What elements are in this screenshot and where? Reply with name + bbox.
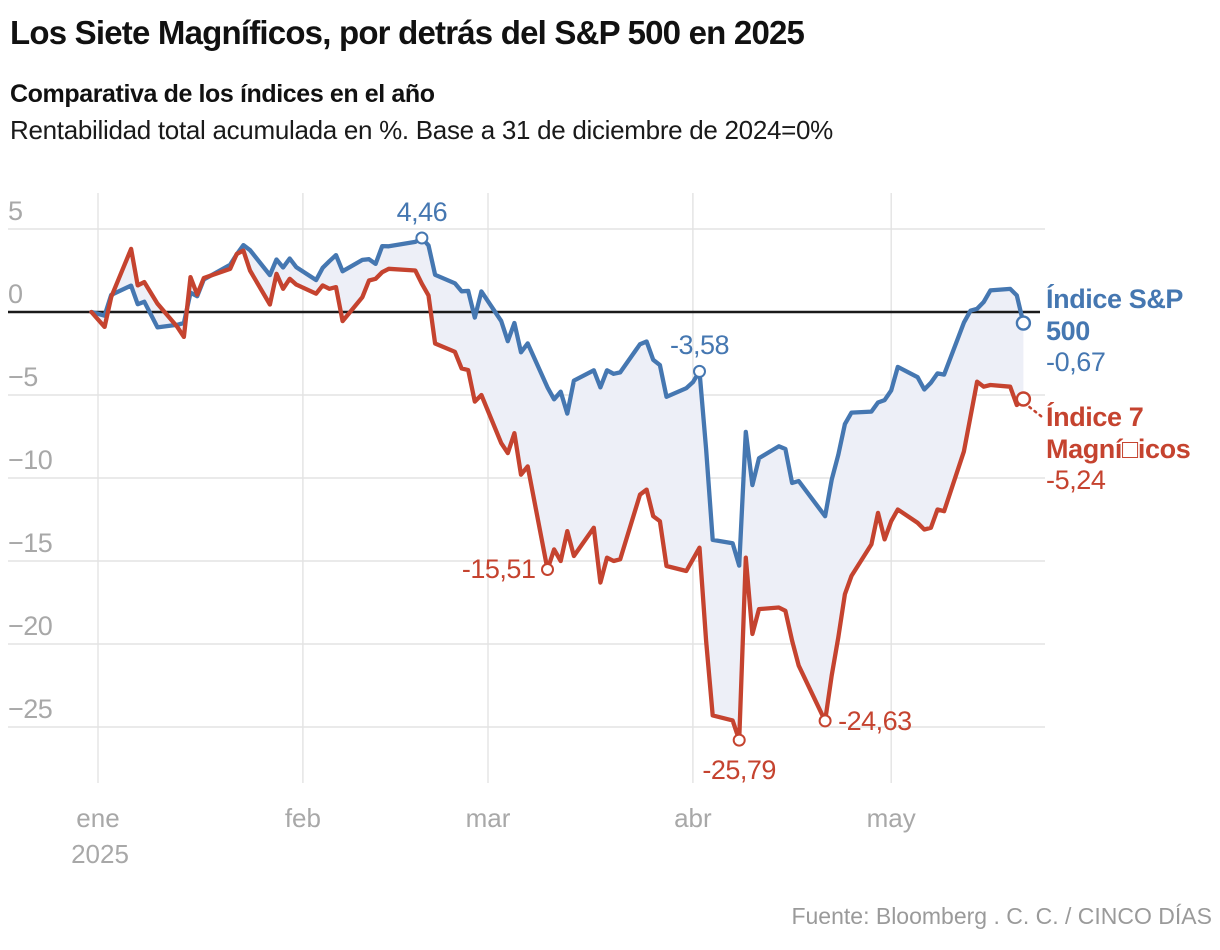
annotation-label: -25,79 xyxy=(702,755,776,786)
annotation-label: -24,63 xyxy=(838,705,912,736)
legend-mag7: Índice 7 Magní□icos -5,24 xyxy=(1046,402,1220,497)
legend-mag7-value: -5,24 xyxy=(1046,465,1106,496)
annotation-label: -3,58 xyxy=(669,330,730,361)
x-axis-year-label: 2025 xyxy=(71,839,129,869)
annotation-label: -15,51 xyxy=(461,554,536,585)
mag7-line xyxy=(89,246,1026,743)
sp500-end-marker xyxy=(1015,315,1032,331)
mag7-annotation-marker xyxy=(541,563,554,576)
x-axis-tick-label: may xyxy=(866,803,916,833)
sp500-line xyxy=(89,235,1026,568)
sp500-annotation-marker xyxy=(693,364,706,378)
legend-sp500: Índice S&P 500 -0,67 xyxy=(1046,284,1220,379)
sp500-annotation-marker xyxy=(415,231,429,245)
y-axis-tick-label: −10 xyxy=(8,445,53,475)
legend-sp500-name: Índice S&P 500 xyxy=(1046,284,1183,346)
y-axis-tick-label: 0 xyxy=(8,279,23,309)
source-attribution: Fuente: Bloomberg . C. C. / CINCO DÍAS xyxy=(791,903,1212,929)
y-axis-tick-label: 5 xyxy=(8,196,23,226)
legend-sp500-value: -0,67 xyxy=(1046,347,1106,378)
y-axis-tick-label: −5 xyxy=(8,362,38,392)
chart-title: Los Siete Magníficos, por detrás del S&P… xyxy=(10,14,805,51)
mag7-end-marker xyxy=(1015,391,1032,407)
chart-subtitle: Comparativa de los índices en el año xyxy=(10,80,435,108)
chart-description: Rentabilidad total acumulada en %. Base … xyxy=(10,115,834,145)
mag7-annotation-marker xyxy=(732,733,746,747)
y-axis-tick-label: −20 xyxy=(8,611,53,641)
annotation-label: 4,46 xyxy=(396,196,448,227)
mag7-annotation-marker xyxy=(818,714,832,728)
x-axis-tick-label: mar xyxy=(465,803,511,833)
y-axis-tick-label: −25 xyxy=(8,694,53,724)
legend-mag7-name: Índice 7 Magní□icos xyxy=(1046,402,1191,464)
x-axis-tick-label: ene xyxy=(76,803,120,833)
x-axis-tick-label: abr xyxy=(674,803,712,833)
leader-line xyxy=(1028,405,1045,420)
y-axis-tick-label: −15 xyxy=(8,528,53,558)
x-axis-tick-label: feb xyxy=(284,803,321,833)
fill-between-area xyxy=(91,238,1024,741)
